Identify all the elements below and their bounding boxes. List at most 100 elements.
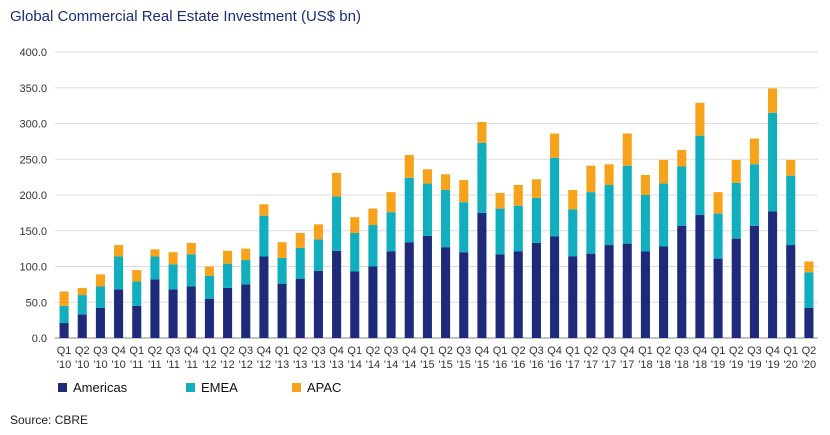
bar-emea-10	[241, 260, 251, 285]
x-tick-label-quarter: Q4	[111, 345, 126, 357]
x-tick-label-year: '11	[166, 359, 180, 371]
bar-apac-12	[277, 242, 287, 258]
bar-apac-36	[713, 192, 723, 214]
bar-americas-37	[731, 238, 741, 338]
bar-apac-2	[95, 274, 105, 287]
bar-emea-28	[568, 209, 578, 257]
bar-emea-9	[223, 263, 233, 288]
x-tick-label-quarter: Q4	[257, 345, 272, 357]
bar-apac-41	[804, 261, 814, 273]
bar-apac-15	[332, 172, 342, 197]
bar-emea-18	[386, 212, 396, 252]
bar-apac-23	[477, 122, 487, 143]
bar-emea-39	[768, 112, 778, 212]
bar-americas-13	[295, 278, 305, 338]
bar-americas-24	[495, 254, 505, 338]
legend-item-americas: Americas	[58, 380, 186, 395]
legend-label-americas: Americas	[73, 380, 128, 395]
x-tick-label-year: '16	[529, 359, 543, 371]
bar-emea-32	[640, 195, 650, 252]
bar-americas-31	[622, 243, 632, 338]
bar-americas-4	[132, 305, 142, 338]
chart-title: Global Commercial Real Estate Investment…	[10, 8, 361, 25]
x-tick-label-quarter: Q4	[693, 345, 708, 357]
bar-emea-2	[95, 286, 105, 308]
bar-americas-0	[59, 322, 69, 338]
x-tick-label-quarter: Q1	[57, 345, 72, 357]
bar-americas-38	[749, 225, 759, 338]
bar-emea-6	[168, 264, 178, 290]
x-tick-label-year: '17	[566, 359, 580, 371]
bar-apac-14	[313, 224, 323, 240]
legend-swatch-apac	[292, 383, 301, 392]
bar-emea-29	[586, 192, 596, 254]
bar-apac-35	[695, 102, 705, 136]
y-tick-label: 350.0	[19, 83, 47, 95]
x-tick-label-year: '17	[602, 359, 616, 371]
bar-apac-26	[531, 179, 541, 198]
source-note: Source: CBRE	[10, 413, 89, 427]
bar-emea-12	[277, 257, 287, 284]
x-tick-label-year: '13	[275, 359, 289, 371]
bar-americas-34	[677, 225, 687, 338]
x-tick-label-year: '20	[784, 359, 798, 371]
legend-label-apac: APAC	[307, 380, 342, 395]
bar-americas-10	[241, 284, 251, 338]
x-tick-label-quarter: Q4	[402, 345, 417, 357]
x-tick-label-quarter: Q1	[493, 345, 508, 357]
bar-emea-34	[677, 166, 687, 226]
x-tick-label-quarter: Q2	[511, 345, 526, 357]
x-tick-label-quarter: Q2	[75, 345, 90, 357]
bar-emea-40	[786, 175, 796, 246]
bar-emea-1	[77, 295, 87, 315]
bar-apac-0	[59, 291, 69, 306]
bar-americas-17	[368, 266, 378, 338]
bar-apac-20	[422, 169, 432, 184]
bar-americas-1	[77, 314, 87, 338]
x-tick-label-year: '20	[802, 359, 816, 371]
y-tick-label: 300.0	[19, 119, 47, 131]
bar-emea-41	[804, 272, 814, 308]
bar-americas-28	[568, 256, 578, 338]
bar-americas-5	[150, 279, 160, 338]
bar-emea-0	[59, 305, 69, 323]
bar-americas-14	[313, 270, 323, 338]
bar-apac-27	[550, 133, 560, 158]
bar-apac-40	[786, 159, 796, 176]
bar-apac-25	[513, 184, 523, 206]
bar-emea-16	[350, 232, 360, 272]
bar-emea-33	[659, 183, 669, 247]
x-tick-label-quarter: Q1	[783, 345, 798, 357]
x-tick-label-year: '15	[457, 359, 471, 371]
x-tick-label-quarter: Q2	[656, 345, 671, 357]
x-tick-label-quarter: Q2	[802, 345, 817, 357]
y-tick-label: 150.0	[19, 226, 47, 238]
x-tick-label-year: '12	[239, 359, 253, 371]
x-tick-label-quarter: Q3	[747, 345, 762, 357]
x-tick-label-quarter: Q2	[438, 345, 453, 357]
x-tick-label-year: '16	[547, 359, 561, 371]
x-tick-label-quarter: Q3	[602, 345, 617, 357]
x-tick-label-year: '18	[656, 359, 670, 371]
bar-apac-22	[459, 179, 469, 203]
bar-emea-22	[459, 202, 469, 253]
bar-americas-15	[332, 250, 342, 338]
bar-apac-1	[77, 287, 87, 296]
legend-item-apac: APAC	[292, 380, 341, 395]
bar-emea-24	[495, 208, 505, 255]
x-tick-label-year: '15	[438, 359, 452, 371]
x-tick-label-year: '17	[584, 359, 598, 371]
x-tick-label-quarter: Q4	[184, 345, 199, 357]
x-tick-label-quarter: Q2	[148, 345, 163, 357]
bar-apac-5	[150, 249, 160, 257]
x-tick-label-year: '16	[511, 359, 525, 371]
x-tick-label-quarter: Q1	[347, 345, 362, 357]
x-tick-label-year: '12	[220, 359, 234, 371]
bar-americas-3	[114, 289, 124, 338]
x-tick-label-year: '15	[420, 359, 434, 371]
bar-emea-17	[368, 225, 378, 267]
x-tick-label-quarter: Q4	[475, 345, 490, 357]
y-tick-label: 400.0	[19, 47, 47, 59]
x-tick-label-quarter: Q3	[384, 345, 399, 357]
legend-label-emea: EMEA	[201, 380, 238, 395]
